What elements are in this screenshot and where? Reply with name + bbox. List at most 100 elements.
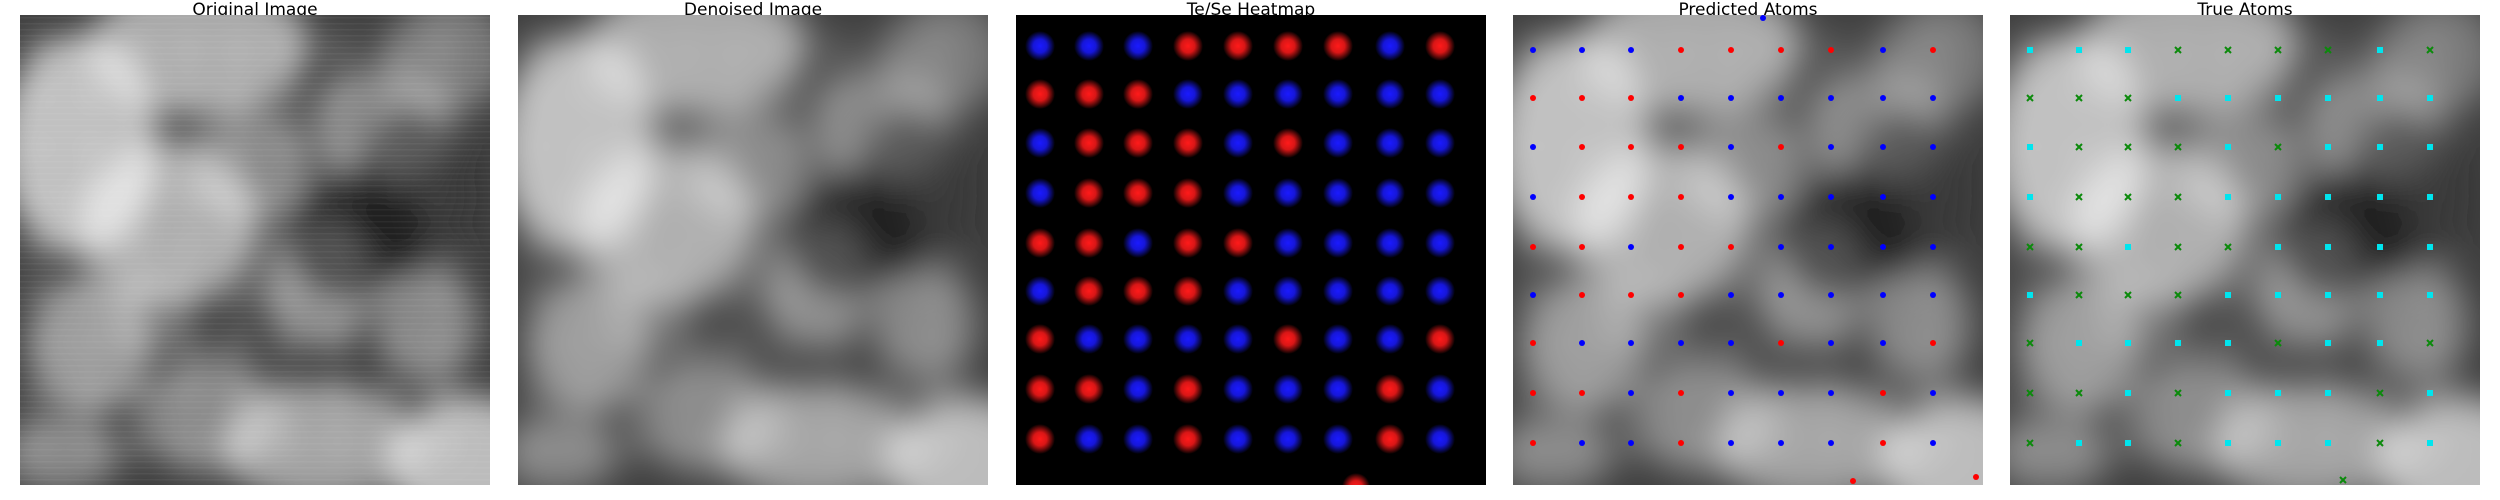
true-se-marker (2027, 194, 2033, 200)
dark-region (350, 105, 470, 285)
atom-spot (619, 326, 653, 360)
true-se-marker (2275, 194, 2281, 200)
te-heat-spot (1074, 374, 1104, 404)
predicted-te-marker (1678, 244, 1684, 250)
atom-spot (23, 81, 57, 115)
se-heat-spot (1273, 228, 1303, 258)
se-heat-spot (1323, 178, 1353, 208)
predicted-se-marker (1880, 95, 1886, 101)
predicted-te-marker (1579, 194, 1585, 200)
atom-spot (871, 376, 905, 410)
predicted-se-marker (1880, 244, 1886, 250)
te-heat-spot (1323, 31, 1353, 61)
predicted-te-marker (1930, 340, 1936, 346)
se-heat-spot (1375, 128, 1405, 158)
true-se-marker (2076, 47, 2082, 53)
true-se-marker (2125, 440, 2131, 446)
predicted-te-marker (1530, 390, 1536, 396)
atom-spot (570, 180, 604, 214)
predicted-se-marker (1530, 194, 1536, 200)
true-atoms-panel: True Atoms (2010, 2, 2480, 485)
atom-spot (121, 180, 155, 214)
atom-spot (769, 33, 803, 67)
atom-spot (221, 230, 255, 264)
true-te-marker (2224, 243, 2232, 251)
atom-spot (521, 376, 555, 410)
te-heat-spot (1223, 31, 1253, 61)
predicted-te-marker (1973, 474, 1979, 480)
predicted-te-marker (1628, 144, 1634, 150)
atom-spot (23, 33, 57, 67)
atom-spot (171, 230, 205, 264)
true-atoms-image (2010, 15, 2480, 485)
predicted-se-marker (1828, 244, 1834, 250)
true-te-marker (2026, 439, 2034, 447)
atom-spot (72, 81, 106, 115)
predicted-se-marker (1930, 95, 1936, 101)
true-te-marker (2224, 46, 2232, 54)
se-heat-spot (1025, 128, 1055, 158)
true-se-marker (2275, 292, 2281, 298)
se-heat-spot (1223, 178, 1253, 208)
predicted-te-marker (1850, 478, 1856, 484)
atom-spot (819, 326, 853, 360)
predicted-se-marker (1828, 340, 1834, 346)
atom-spot (619, 278, 653, 312)
predicted-te-marker (1778, 47, 1784, 53)
atom-spot (171, 130, 205, 164)
predicted-te-marker (1628, 194, 1634, 200)
atom-spot (271, 278, 305, 312)
dark-region (1843, 105, 1963, 285)
true-se-marker (2027, 144, 2033, 150)
predicted-se-marker (1728, 95, 1734, 101)
atom-spot (121, 278, 155, 312)
atom-spot (221, 426, 255, 460)
te-heat-spot (1123, 276, 1153, 306)
atom-spot (719, 33, 753, 67)
predicted-se-marker (1828, 292, 1834, 298)
atom-spot (669, 180, 703, 214)
te-heat-spot (1025, 79, 1055, 109)
predicted-atoms-image (1513, 15, 1983, 485)
te-heat-spot (1074, 178, 1104, 208)
predicted-te-marker (1530, 440, 1536, 446)
te-heat-spot (1123, 128, 1153, 158)
atom-spot (819, 426, 853, 460)
atom-spot (719, 376, 753, 410)
atom-spot (871, 426, 905, 460)
atom-spot (921, 278, 955, 312)
atom-spot (23, 278, 57, 312)
predicted-markers (1530, 15, 1979, 484)
predicted-te-marker (1579, 95, 1585, 101)
se-heat-spot (1425, 228, 1455, 258)
atom-spot (373, 33, 407, 67)
true-se-marker (2377, 340, 2383, 346)
true-te-marker (2426, 339, 2434, 347)
se-heat-spot (1375, 324, 1405, 354)
predicted-se-marker (1579, 340, 1585, 346)
true-te-marker (2174, 193, 2182, 201)
predicted-se-marker (1678, 95, 1684, 101)
atom-spot (570, 278, 604, 312)
atom-spot (619, 130, 653, 164)
predicted-te-marker (1828, 47, 1834, 53)
intensity-layer (1513, 15, 1983, 485)
se-heat-spot (1375, 31, 1405, 61)
predicted-se-marker (1930, 390, 1936, 396)
atom-spot (669, 81, 703, 115)
te-heat-spot (1273, 128, 1303, 158)
se-heat-spot (1323, 228, 1353, 258)
se-heat-spot (1223, 128, 1253, 158)
true-se-marker (2377, 194, 2383, 200)
atom-spot (669, 426, 703, 460)
atom-spot (819, 33, 853, 67)
true-te-marker (2174, 243, 2182, 251)
se-heat-spot (1223, 374, 1253, 404)
te-heat-spot (1173, 178, 1203, 208)
true-se-marker (2427, 244, 2433, 250)
atom-spot (570, 130, 604, 164)
true-se-marker (2275, 390, 2281, 396)
predicted-te-marker (1778, 340, 1784, 346)
atom-spot (521, 81, 555, 115)
atom-spot (719, 326, 753, 360)
